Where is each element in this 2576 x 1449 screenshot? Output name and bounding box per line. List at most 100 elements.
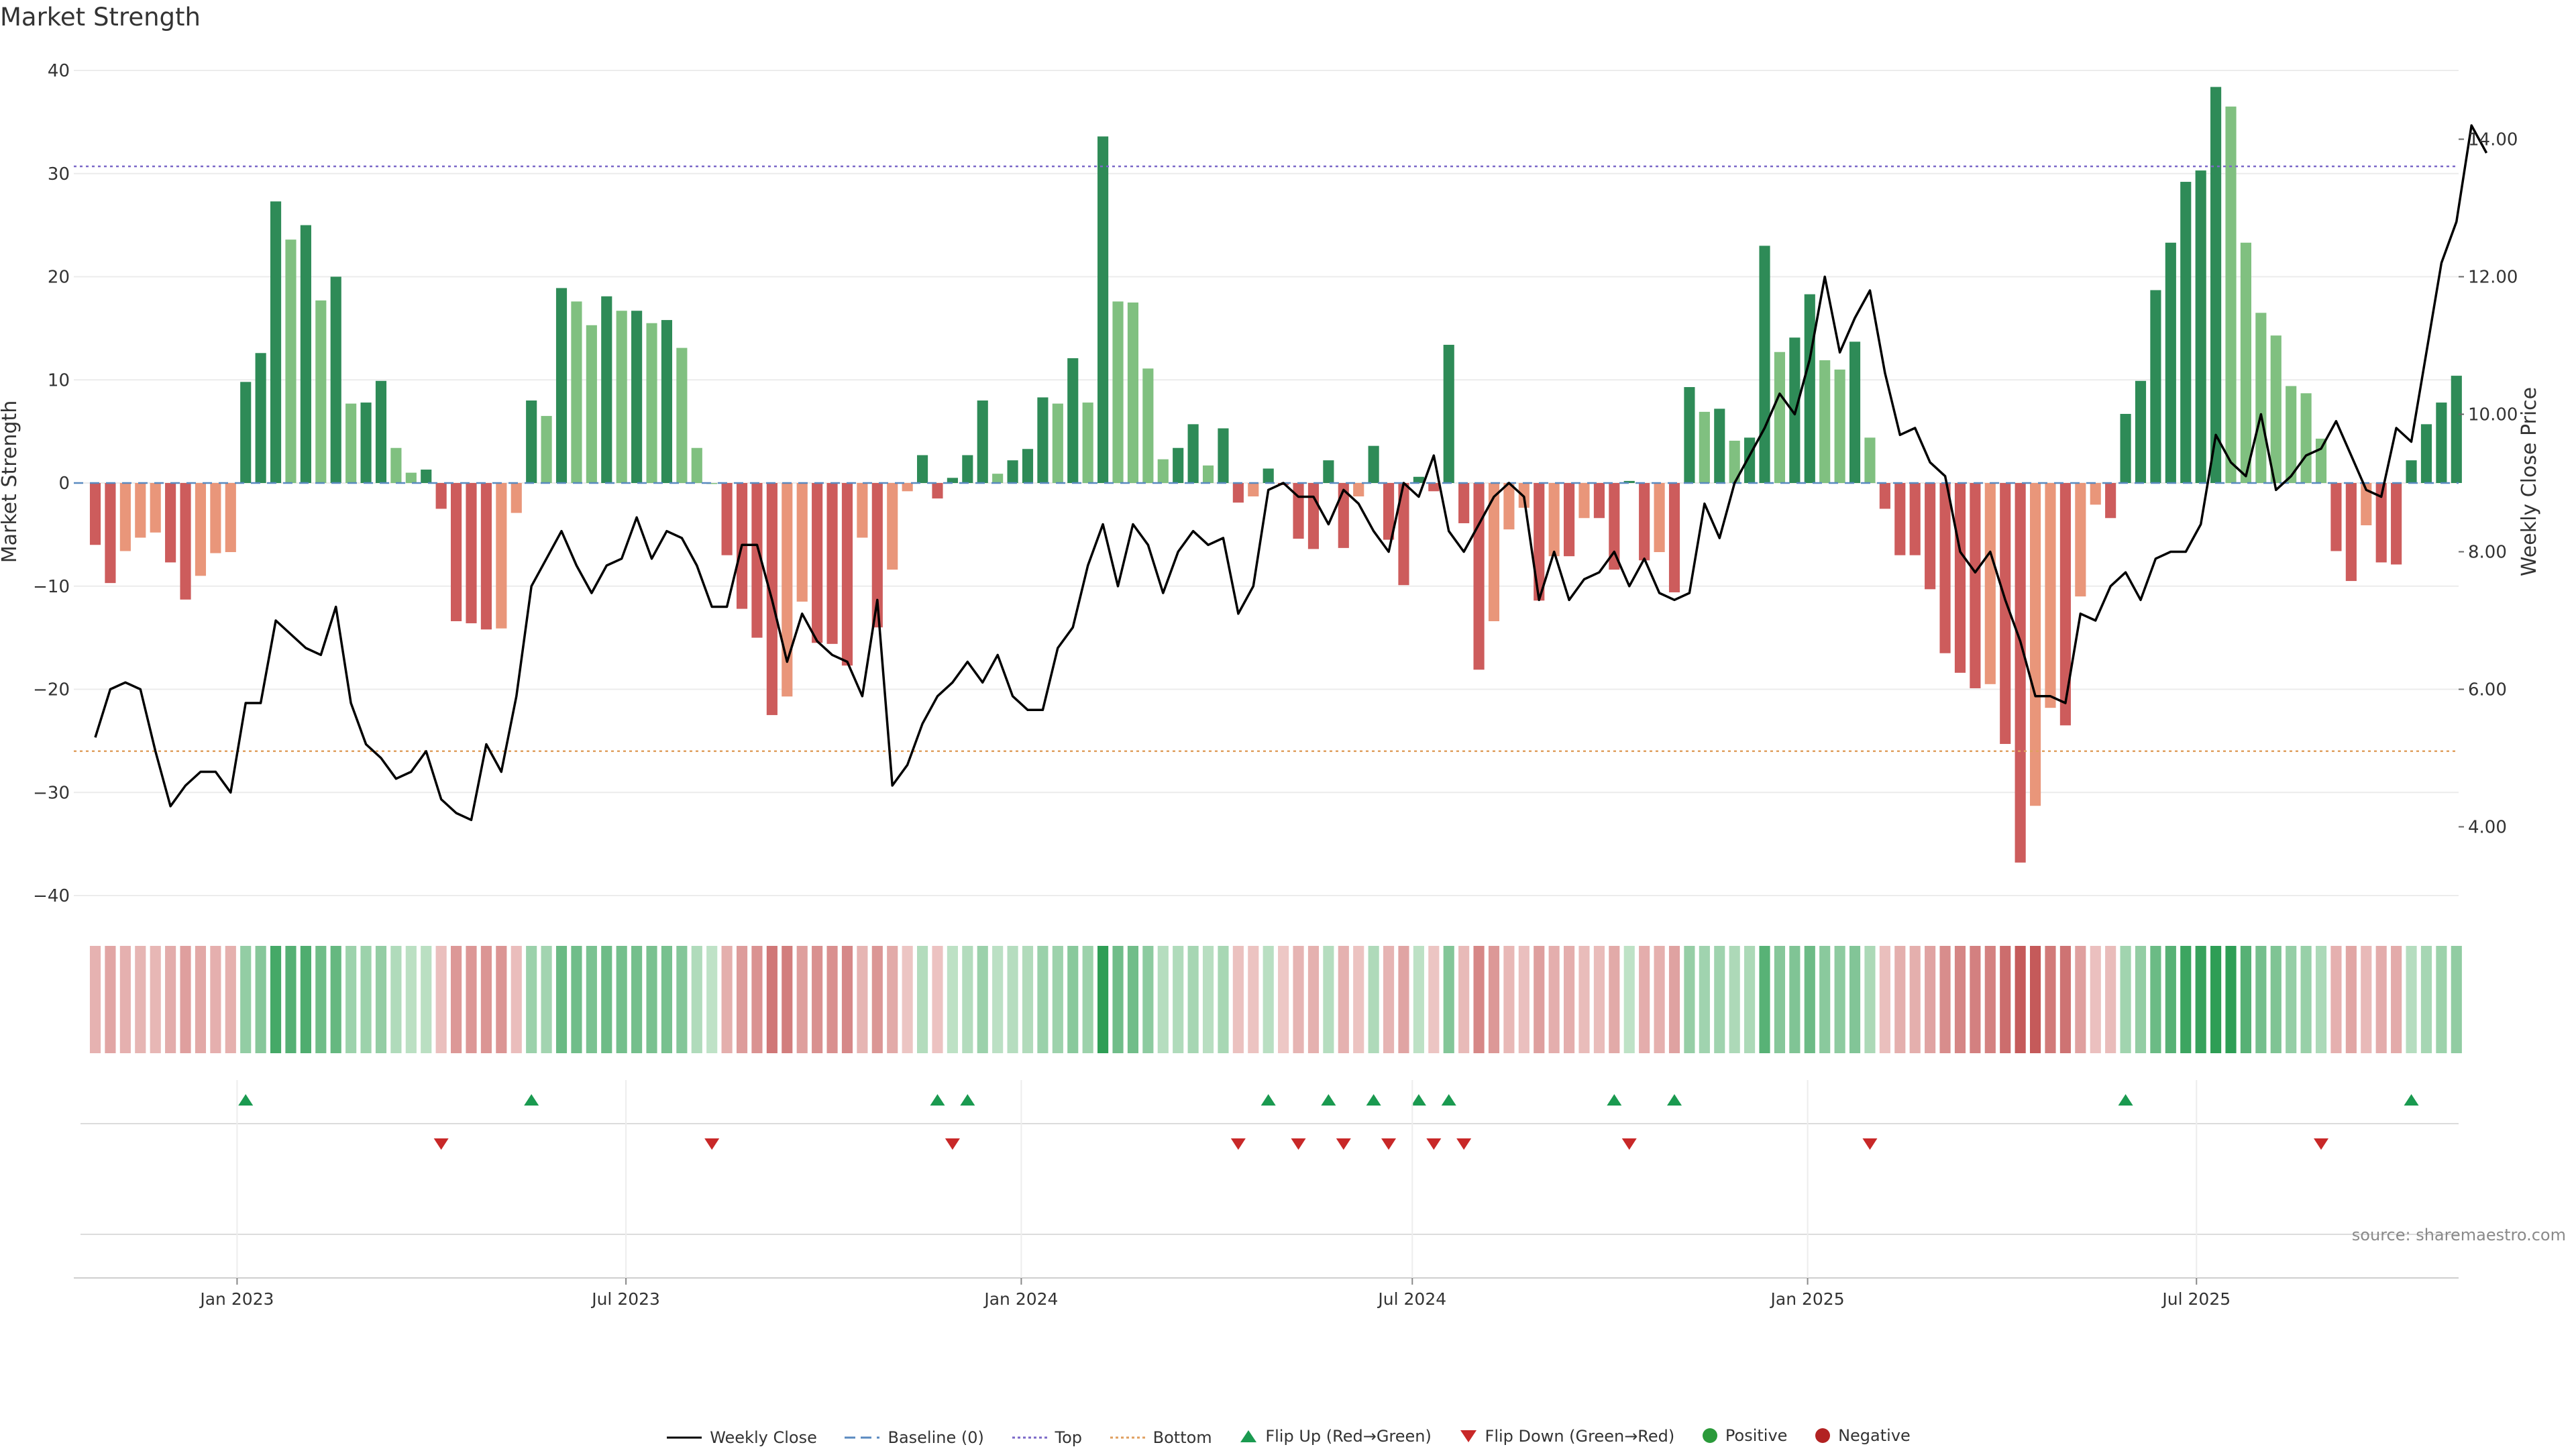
- heat-cell: [1759, 946, 1770, 1053]
- strength-bar: [541, 416, 552, 483]
- heat-cell: [2135, 946, 2147, 1053]
- strength-bar: [1007, 460, 1018, 483]
- heat-cell: [405, 946, 417, 1053]
- heat-cell: [1548, 946, 1560, 1053]
- strength-bar: [2420, 424, 2432, 483]
- triangle-up-icon: [1240, 1430, 1257, 1442]
- heat-cell: [902, 946, 913, 1053]
- y-tick-label: 10: [48, 370, 70, 390]
- heat-cell: [616, 946, 627, 1053]
- heat-cell: [2286, 946, 2297, 1053]
- strength-bar: [435, 483, 447, 509]
- strength-bar: [1232, 483, 1244, 503]
- heat-cell: [1609, 946, 1620, 1053]
- strength-bar: [1864, 437, 1876, 483]
- heat-cell: [2436, 946, 2447, 1053]
- heat-cell: [1879, 946, 1890, 1053]
- strength-bar: [1939, 483, 1951, 653]
- x-tick-label: Jan 2024: [983, 1289, 1058, 1309]
- heat-cell: [1970, 946, 1981, 1053]
- heat-cell: [857, 946, 868, 1053]
- strength-bar: [1729, 440, 1740, 483]
- strength-bar: [2090, 483, 2101, 505]
- heat-cell: [1307, 946, 1320, 1053]
- y2-tick-label: 10.00: [2468, 405, 2518, 425]
- strength-bar: [421, 470, 432, 483]
- flip-down-marker: [1291, 1138, 1306, 1150]
- strength-bar: [496, 483, 507, 629]
- heat-cell: [2015, 946, 2026, 1053]
- heat-cell: [315, 946, 327, 1053]
- heat-cell: [1564, 946, 1575, 1053]
- strength-bar: [165, 483, 176, 563]
- strength-bar: [285, 239, 297, 483]
- y2-tick-label: 4.00: [2468, 818, 2507, 838]
- heat-cell: [421, 946, 432, 1053]
- strength-bar: [721, 483, 733, 555]
- heat-cell: [1578, 946, 1590, 1053]
- y-tick-label: −40: [33, 886, 70, 906]
- strength-bar: [2029, 483, 2041, 806]
- heat-cell: [390, 946, 402, 1053]
- heat-cell: [195, 946, 207, 1053]
- strength-bar: [871, 483, 883, 628]
- heat-cell: [947, 946, 958, 1053]
- strength-bars: [89, 87, 2462, 863]
- heat-cell: [2375, 946, 2387, 1053]
- strength-bar: [240, 382, 252, 483]
- flip-up-marker: [238, 1094, 254, 1106]
- y-axis-label: Market Strength: [0, 400, 21, 563]
- heat-cell: [2210, 946, 2222, 1053]
- flip-down-marker: [1230, 1138, 1246, 1150]
- heat-cell: [2300, 946, 2312, 1053]
- heat-cell: [285, 946, 297, 1053]
- strength-bar: [992, 474, 1004, 483]
- strength-bar: [812, 483, 823, 643]
- strength-bar: [2330, 483, 2342, 551]
- strength-bar: [330, 276, 341, 483]
- strength-bar: [1187, 424, 1199, 483]
- flip-up-marker: [960, 1094, 975, 1106]
- heat-cell: [255, 946, 266, 1053]
- strength-bar: [706, 483, 718, 484]
- heat-cell: [1428, 946, 1440, 1053]
- strength-bar: [2150, 290, 2161, 483]
- y2-tick-label: 8.00: [2468, 543, 2507, 563]
- strength-bar: [526, 400, 537, 483]
- strength-bar: [1804, 294, 1815, 483]
- heat-cell: [691, 946, 702, 1053]
- heat-cell: [1864, 946, 1876, 1053]
- strength-bar: [1398, 483, 1409, 586]
- legend-label: Positive: [1725, 1426, 1788, 1445]
- weekly-close-line: [94, 124, 2488, 822]
- strength-bar: [2315, 438, 2327, 483]
- y2-axis-label: Weekly Close Price: [2518, 387, 2541, 576]
- y2-tick-label: 6.00: [2468, 680, 2507, 700]
- heat-cell: [977, 946, 988, 1053]
- legend: Weekly Close Baseline (0) Top Bottom Fli…: [0, 1426, 2576, 1448]
- strength-bar: [2165, 242, 2176, 483]
- heat-cell: [496, 946, 507, 1053]
- strength-bar: [1097, 136, 1109, 483]
- strength-bar: [1127, 302, 1139, 483]
- strength-bar: [1894, 483, 1906, 555]
- strength-bar: [2059, 483, 2071, 726]
- strength-bar: [2270, 335, 2282, 483]
- heat-cell: [1458, 946, 1470, 1053]
- strength-bar: [2375, 483, 2387, 563]
- heat-cell: [2029, 946, 2041, 1053]
- strength-bar: [1488, 483, 1500, 622]
- heat-cell: [240, 946, 252, 1053]
- strength-bar: [1834, 369, 1845, 483]
- heat-cell: [1744, 946, 1756, 1053]
- heat-cell: [2345, 946, 2357, 1053]
- heat-cell: [2075, 946, 2086, 1053]
- strength-bar: [1668, 483, 1680, 592]
- x-axis: Jan 2023 Jul 2023 Jan 2024 Jul 2024 Jan 2025…: [74, 1080, 2459, 1309]
- strength-bar: [480, 483, 492, 630]
- strength-bar: [1593, 483, 1605, 519]
- strength-bar: [1609, 483, 1620, 570]
- dotted-line-icon: [1110, 1436, 1145, 1439]
- heat-cell: [2105, 946, 2116, 1053]
- strength-bar: [691, 447, 702, 483]
